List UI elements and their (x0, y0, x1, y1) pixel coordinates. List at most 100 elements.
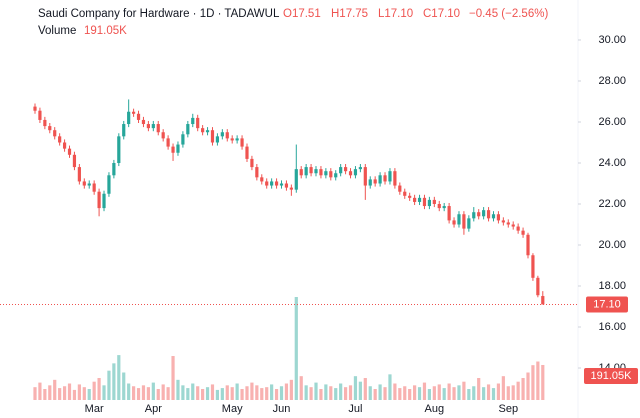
volume-bar (339, 383, 343, 400)
candle-body (403, 191, 407, 196)
volume-bar (383, 387, 387, 400)
candle-body (339, 167, 343, 174)
volume-bar (156, 389, 160, 400)
volume-bar (97, 378, 101, 400)
volume-bar (255, 385, 259, 400)
x-tick-label: May (222, 403, 243, 415)
volume-bar (82, 387, 86, 400)
volume-bar (171, 356, 175, 400)
candle-body (368, 179, 372, 186)
volume-bar (132, 386, 136, 400)
candle-body (348, 171, 353, 176)
volume-bar (225, 385, 229, 400)
candle-body (373, 179, 377, 184)
volume-bar (334, 388, 338, 400)
candle-body (87, 183, 91, 186)
volume-bar (161, 384, 165, 400)
volume-bar (343, 387, 348, 400)
volume-bar (191, 383, 195, 400)
volume-bar (511, 385, 515, 400)
candle-body (122, 124, 126, 137)
candle-body (417, 197, 422, 202)
candle-body (506, 222, 510, 225)
volume-bar (92, 381, 96, 400)
y-tick-label: 30.00 (598, 34, 626, 46)
volume-bar (136, 388, 141, 400)
volume-bar (496, 383, 501, 400)
volume-bar (112, 363, 116, 400)
candle-body (62, 142, 67, 149)
candle-body (314, 169, 318, 174)
candle-body (284, 183, 289, 188)
volume-bar (122, 372, 126, 400)
volume-bar (363, 378, 367, 400)
candle-body (289, 187, 293, 190)
candle-body (53, 130, 57, 137)
candle-body (191, 117, 195, 125)
candle-body (250, 158, 254, 168)
candle-body (482, 210, 486, 217)
volume-bar (299, 376, 303, 400)
candle-body (151, 124, 155, 129)
candle-body (171, 146, 175, 153)
volume-title: Volume (38, 25, 76, 37)
candle-body (146, 124, 150, 129)
volume-bar (127, 383, 131, 400)
volume-value: 191.05K (84, 25, 127, 37)
candle-body (82, 181, 86, 186)
volume-bars (33, 297, 545, 400)
candle-body (329, 171, 333, 178)
candle-body (270, 181, 274, 186)
candle-body (161, 132, 165, 139)
volume-bar (417, 387, 422, 400)
candle-body (72, 154, 77, 168)
volume-bar (235, 383, 239, 400)
low-label: L17.10 (378, 8, 413, 20)
candle-body (324, 171, 328, 176)
candle-body (255, 167, 259, 178)
volume-bar (457, 385, 461, 400)
candle-body (408, 195, 412, 198)
volume-bar (43, 389, 47, 400)
candle-body (230, 138, 234, 141)
volume-bar (521, 378, 525, 400)
y-tick-label: 16.00 (598, 321, 626, 333)
x-tick-label: Aug (425, 403, 445, 415)
candle-body (265, 181, 269, 186)
candle-body (225, 132, 229, 139)
candle-body (201, 128, 205, 133)
candle-body (343, 167, 348, 172)
volume-bar (329, 386, 333, 400)
candle-body (467, 218, 471, 229)
volume-bar (181, 385, 185, 400)
volume-bar (284, 383, 289, 400)
candle-body (294, 169, 298, 190)
last-volume-label: 191.05K (591, 370, 633, 382)
volume-bar (432, 386, 436, 400)
volume-bar (491, 388, 496, 400)
chart-title: Saudi Company for Hardware · 1D · TADAWU… (38, 8, 280, 20)
candle-body (432, 199, 436, 204)
volume-bar (215, 389, 220, 400)
volume-bar (398, 388, 402, 400)
volume-bar (151, 382, 155, 400)
volume-bar (324, 384, 328, 400)
candle-body (378, 175, 382, 184)
volume-bar (33, 387, 37, 400)
candle-body (388, 171, 392, 182)
candle-body (442, 206, 446, 209)
candle-body (274, 181, 279, 186)
candle-body (156, 124, 160, 133)
candle-body (353, 169, 358, 176)
volume-bar (38, 382, 42, 400)
last-price-label: 17.10 (593, 298, 621, 310)
candle-body (58, 136, 62, 143)
volume-bar (176, 379, 180, 400)
volume-bar (378, 384, 382, 400)
volume-bar (294, 297, 298, 400)
volume-bar (501, 376, 505, 400)
volume-bar (260, 388, 264, 400)
candle-body (526, 234, 530, 256)
change-label: −0.45 (−2.56%) (469, 8, 548, 20)
candle-body (496, 214, 501, 221)
